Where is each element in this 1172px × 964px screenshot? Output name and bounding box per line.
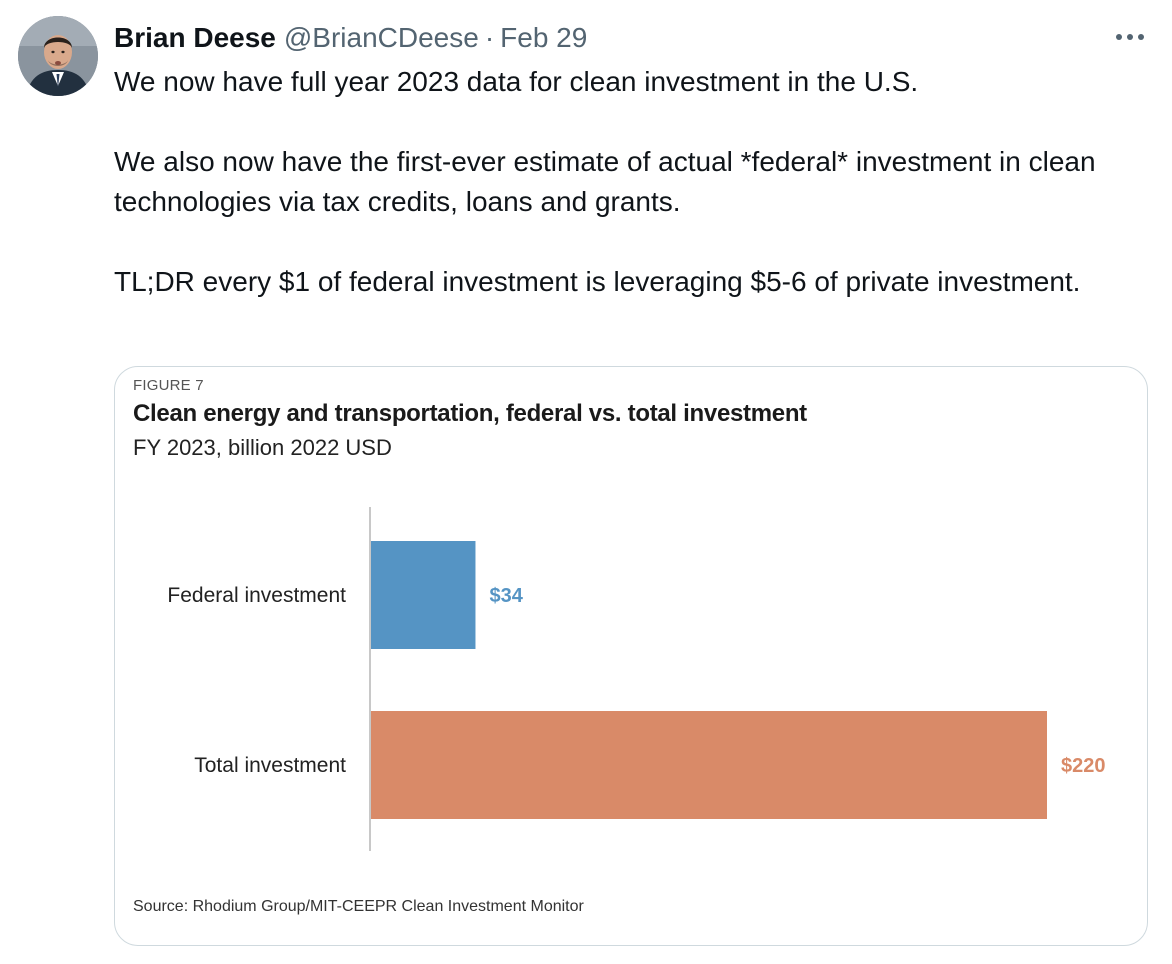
bar-chart: Federal investment $34 Total investment $22… [167, 507, 1106, 851]
tweet-paragraph: TL;DR every $1 of federal investment is … [114, 266, 1081, 297]
chart-bar [371, 541, 476, 649]
tweet-text: We now have full year 2023 data for clea… [114, 62, 1144, 302]
avatar[interactable] [18, 16, 98, 96]
category-label: Federal investment [167, 584, 346, 607]
author-name[interactable]: Brian Deese [114, 22, 276, 53]
avatar-photo [18, 16, 98, 96]
chart-subtitle: FY 2023, billion 2022 USD [133, 435, 392, 460]
tweet-header: Brian Deese @BrianCDeese · Feb 29 [114, 18, 587, 58]
figure-label: FIGURE 7 [133, 377, 204, 394]
category-label: Total investment [194, 754, 346, 777]
more-options-button[interactable] [1110, 22, 1150, 52]
tweet-media-figure[interactable]: FIGURE 7 Clean energy and transportation… [114, 366, 1148, 946]
separator-dot: · [484, 22, 495, 53]
data-value-label: $34 [489, 585, 523, 607]
figure-source: Source: Rhodium Group/MIT-CEEPR Clean In… [133, 898, 584, 915]
chart-bar [371, 711, 1047, 819]
tweet-paragraph: We now have full year 2023 data for clea… [114, 66, 919, 97]
more-horizontal-icon [1116, 34, 1144, 40]
tweet-paragraph: We also now have the first-ever estimate… [114, 146, 1096, 217]
chart-title: Clean energy and transportation, federal… [133, 400, 807, 427]
author-handle[interactable]: @BrianCDeese [283, 22, 479, 53]
data-value-label: $220 [1061, 755, 1106, 777]
tweet-date[interactable]: Feb 29 [500, 22, 588, 53]
